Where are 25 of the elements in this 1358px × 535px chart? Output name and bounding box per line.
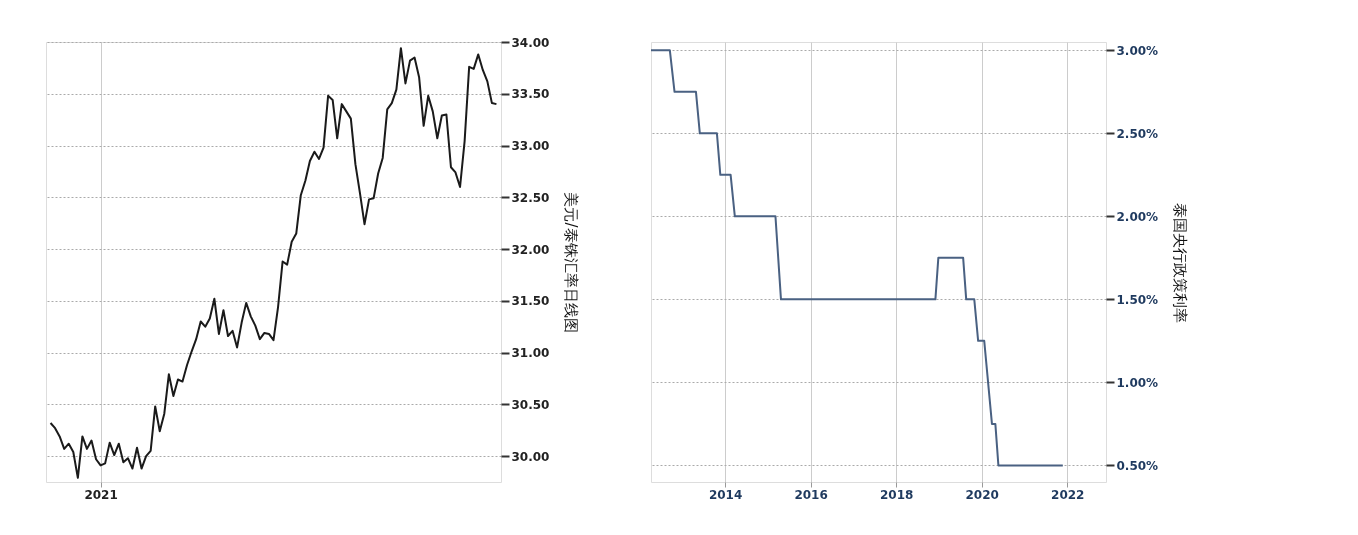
y-tick-label: 2.00%: [1116, 209, 1159, 224]
x-tick-label: 2016: [794, 487, 828, 502]
y-tick-label: 31.00: [511, 346, 550, 361]
y-tick-label: 31.50: [511, 294, 550, 309]
y-tick-label: 3.00%: [1116, 43, 1159, 58]
line-series: [650, 49, 1064, 467]
y-tick-label: 33.50: [511, 87, 550, 102]
x-tick-label: 2021: [84, 487, 118, 502]
x-tick-label: 2018: [879, 487, 914, 502]
y-tick-label: 32.00: [511, 242, 550, 257]
x-tick-label: 2022: [1051, 487, 1085, 502]
y-tick-label: 0.50%: [1116, 458, 1159, 473]
y-tick-label: 1.00%: [1116, 375, 1159, 390]
y-tick-label: 30.50: [511, 397, 550, 412]
y-axis-title: 泰国央行政策利率: [1171, 202, 1190, 323]
y-tick-label: 2.50%: [1116, 126, 1159, 141]
x-tick-label: 2020: [965, 487, 999, 502]
y-tick-label: 30.00: [511, 449, 550, 464]
y-tick-label: 34.00: [511, 35, 550, 50]
y-tick-label: 1.50%: [1116, 292, 1159, 307]
y-tick-label: 32.50: [511, 190, 550, 205]
y-axis-title: 美元/泰铢汇率日线图: [562, 192, 581, 333]
line-series: [49, 47, 498, 479]
y-tick-label: 33.00: [511, 139, 550, 154]
x-tick-label: 2014: [708, 487, 743, 502]
